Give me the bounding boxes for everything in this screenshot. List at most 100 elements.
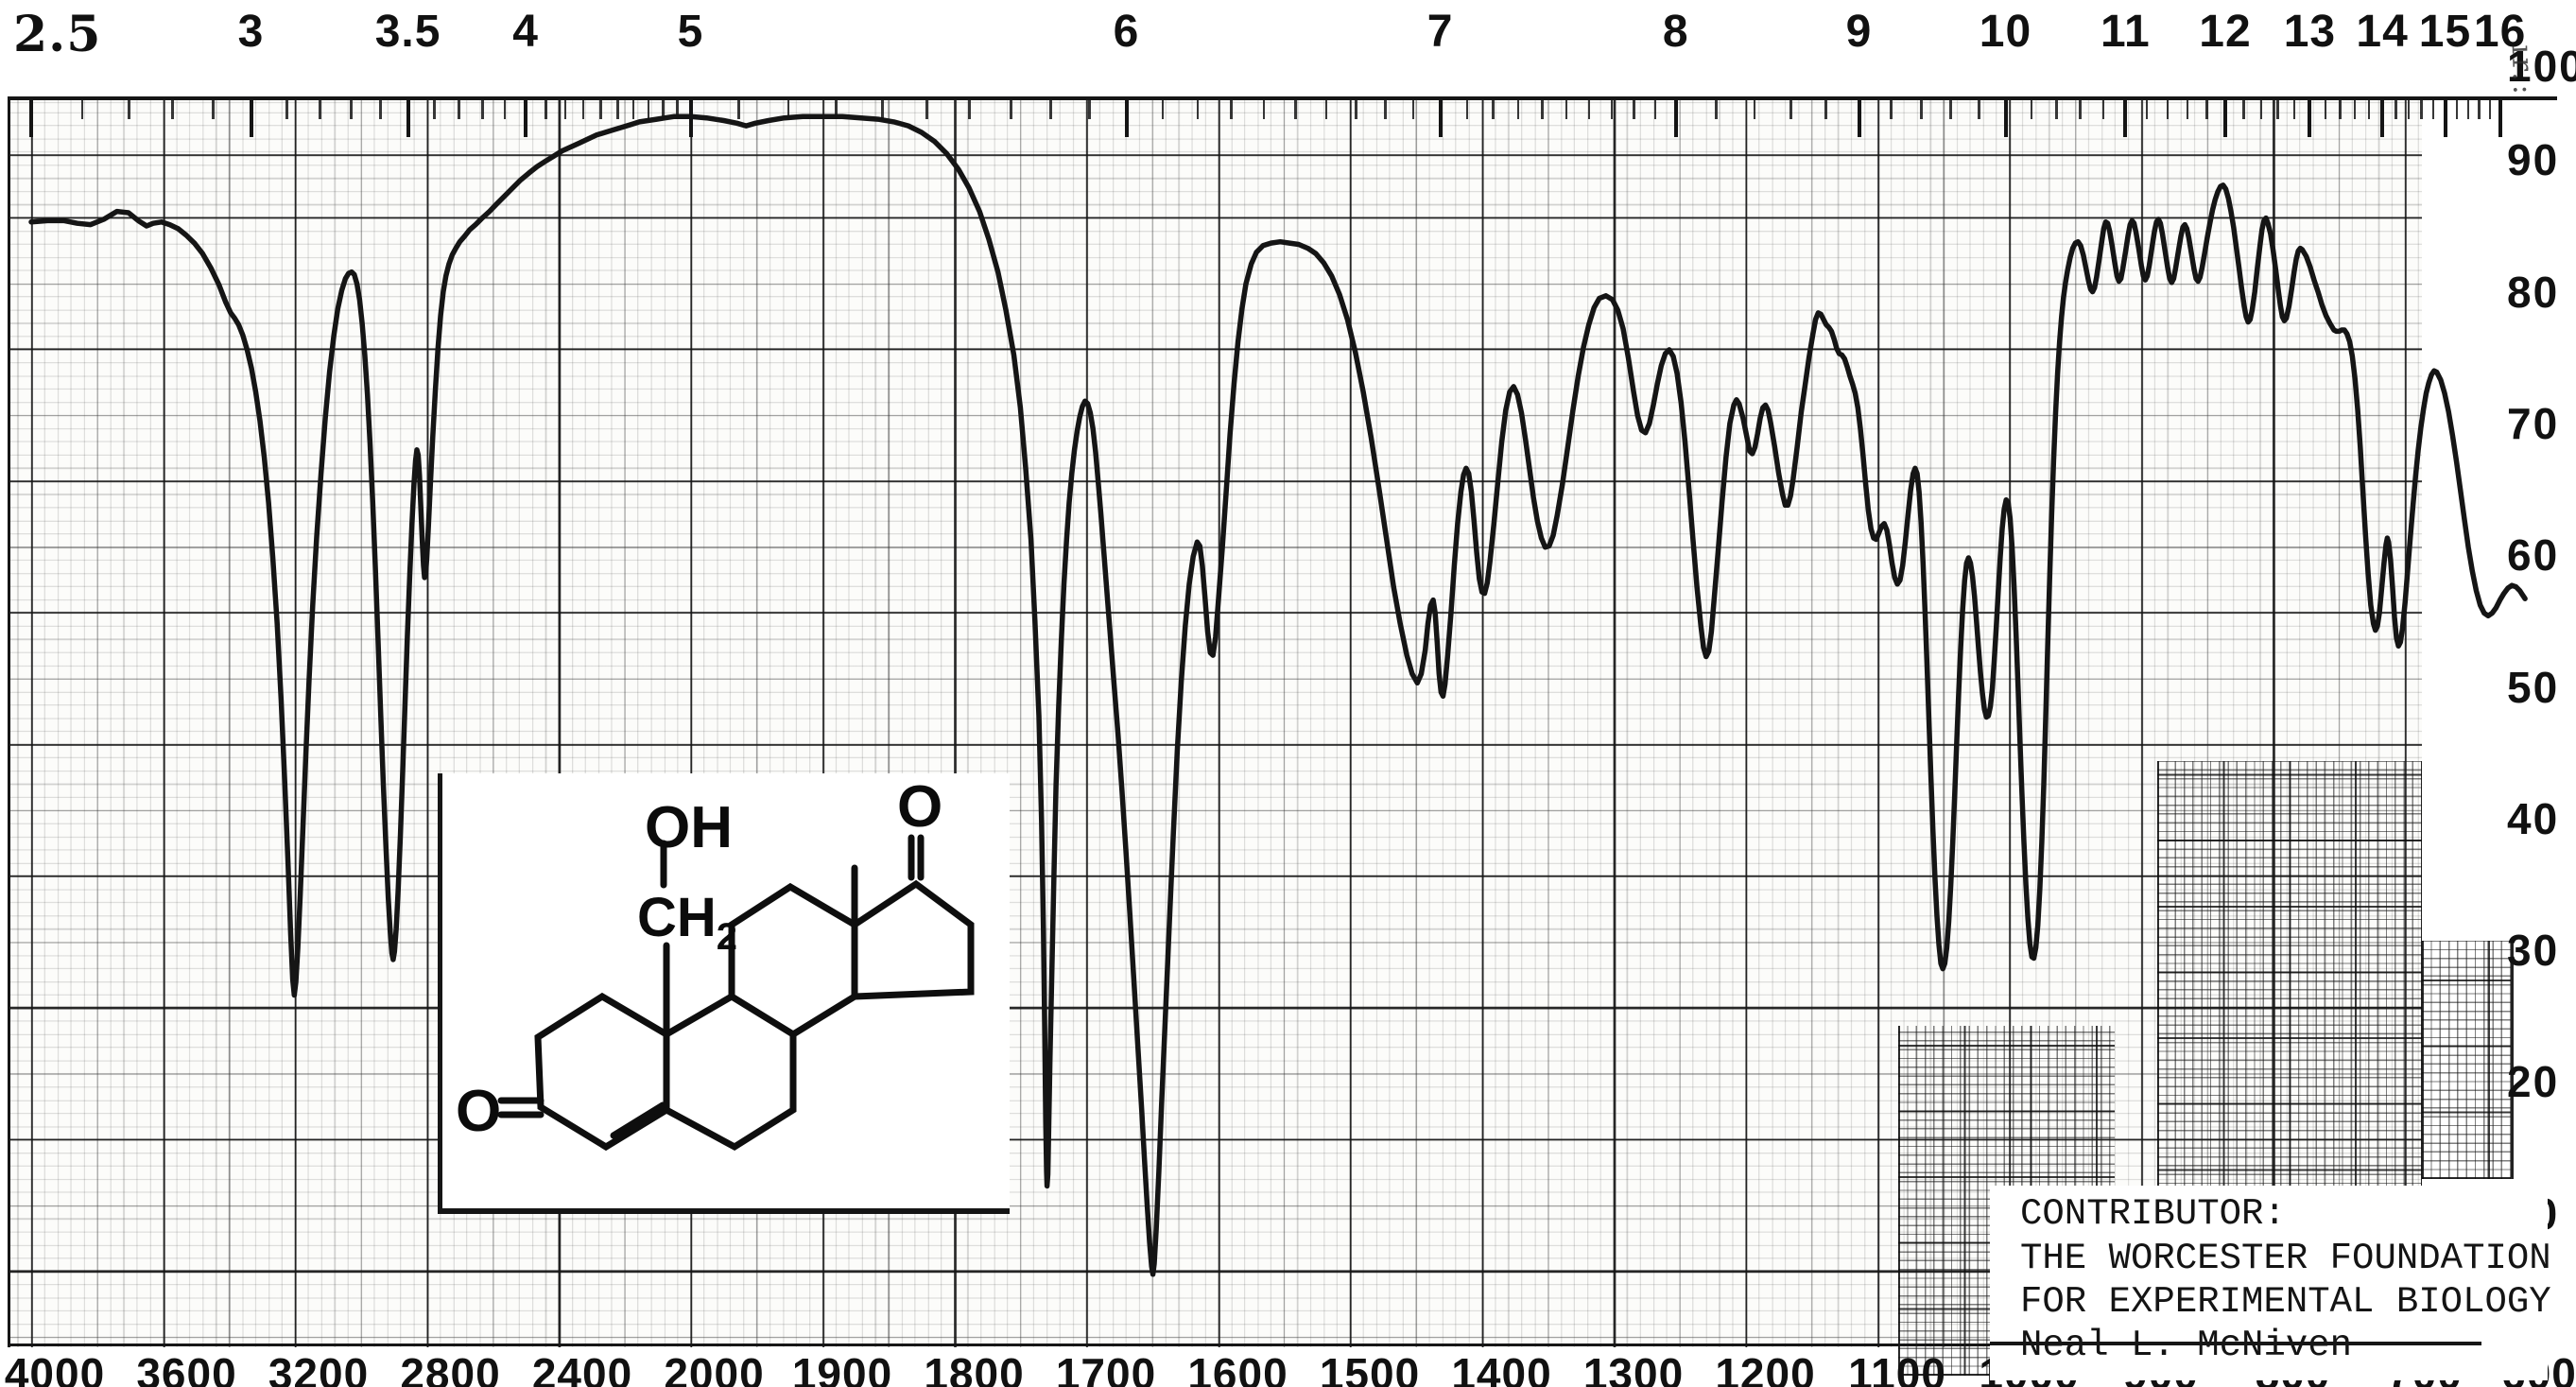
micron-minor-tick xyxy=(2339,99,2342,119)
bottom-axis-label: 1600 xyxy=(1187,1349,1288,1387)
micron-major-tick xyxy=(2308,99,2312,137)
micron-minor-tick xyxy=(1010,99,1012,119)
bottom-axis-label: 4000 xyxy=(4,1349,106,1387)
micron-minor-tick xyxy=(1789,99,1792,119)
micron-minor-tick xyxy=(2353,99,2357,119)
micron-minor-tick xyxy=(787,99,790,119)
micron-minor-tick xyxy=(80,99,84,119)
micron-major-tick xyxy=(2123,99,2128,137)
micron-minor-tick xyxy=(2455,99,2459,119)
micron-minor-tick xyxy=(2101,99,2105,119)
zero-percent-line xyxy=(1990,1342,2481,1345)
micron-minor-tick xyxy=(2466,99,2470,119)
micron-minor-tick xyxy=(2079,99,2082,119)
micron-minor-tick xyxy=(1196,99,1199,119)
micron-minor-tick xyxy=(1824,99,1827,119)
bottom-axis-label: 3600 xyxy=(136,1349,237,1387)
micron-minor-tick xyxy=(1355,99,1357,119)
micron-minor-tick xyxy=(1411,99,1415,119)
micron-minor-tick xyxy=(835,99,838,119)
c17-oxygen-label: O xyxy=(897,774,942,840)
micron-minor-tick xyxy=(647,99,650,119)
contributor-org-line2: FOR EXPERIMENTAL BIOLOGY xyxy=(2020,1281,2551,1323)
micron-minor-tick xyxy=(1920,99,1923,119)
micron-major-tick xyxy=(1438,99,1443,137)
a-ring-bonds xyxy=(534,992,670,1152)
micron-minor-tick xyxy=(1324,99,1328,119)
hydroxyl-label: OH xyxy=(645,795,733,860)
bottom-axis-label: 2800 xyxy=(400,1349,501,1387)
micron-minor-tick xyxy=(1541,99,1544,119)
micron-minor-tick xyxy=(2478,99,2481,119)
micron-major-tick xyxy=(524,99,528,137)
micron-minor-tick xyxy=(1715,99,1718,119)
micron-minor-tick xyxy=(1049,99,1052,119)
micron-minor-tick xyxy=(968,99,971,119)
micron-minor-tick xyxy=(925,99,928,119)
micron-minor-tick xyxy=(1161,99,1165,119)
top-axis-label: 14 xyxy=(2356,7,2409,57)
c-ring-bonds xyxy=(728,882,858,1038)
bottom-axis-label: 1700 xyxy=(1055,1349,1157,1387)
micron-minor-tick xyxy=(2488,99,2492,119)
bottom-axis-label: 1900 xyxy=(791,1349,893,1387)
micron-minor-tick xyxy=(581,99,585,119)
micron-minor-tick xyxy=(2205,99,2208,119)
top-axis-label: 12 xyxy=(2199,7,2252,57)
micron-minor-tick xyxy=(1633,99,1635,119)
top-axis-label: 7 xyxy=(1426,7,1454,57)
micron-minor-tick xyxy=(1465,99,1469,119)
micron-major-tick xyxy=(1857,99,1861,137)
micron-minor-tick xyxy=(881,99,884,119)
micron-major-tick xyxy=(2498,99,2502,137)
top-axis-label: 10 xyxy=(1979,7,2032,57)
micron-minor-tick xyxy=(2394,99,2397,119)
right-axis-label: 90 xyxy=(2507,135,2560,185)
micron-minor-tick xyxy=(2407,99,2411,119)
micron-minor-tick xyxy=(2030,99,2033,119)
micron-minor-tick xyxy=(2420,99,2423,119)
top-axis-label: 3.5 xyxy=(374,7,441,57)
c17-ketone-double-bond xyxy=(908,834,925,881)
micron-minor-tick xyxy=(1890,99,1893,119)
micron-minor-tick xyxy=(563,99,567,119)
micron-minor-tick xyxy=(676,99,679,119)
micron-major-tick xyxy=(406,99,410,137)
left-border-line xyxy=(8,96,10,1347)
top-axis-label: 11 xyxy=(2100,7,2151,57)
bottom-axis-label: 2400 xyxy=(531,1349,633,1387)
micron-minor-tick xyxy=(1384,99,1387,119)
micron-minor-tick xyxy=(1262,99,1266,119)
micron-minor-tick xyxy=(2186,99,2189,119)
right-axis-label: 20 xyxy=(2507,1057,2560,1107)
micron-minor-tick xyxy=(1565,99,1567,119)
bottom-axis-label: 1800 xyxy=(924,1349,1025,1387)
ir-transmittance-trace xyxy=(28,113,2528,1277)
right-axis-label: 50 xyxy=(2507,662,2560,712)
micron-minor-tick xyxy=(503,99,507,119)
crosshatch-patch-right xyxy=(2157,761,2422,1237)
handwritten-mark: ır.: xyxy=(2504,43,2540,99)
top-axis-label: 2.5 xyxy=(13,6,102,63)
micron-major-tick xyxy=(249,99,253,137)
right-axis-label: 30 xyxy=(2507,926,2560,976)
micron-minor-tick xyxy=(285,99,288,119)
right-axis-label: 60 xyxy=(2507,530,2560,581)
micron-minor-tick xyxy=(433,99,436,119)
micron-major-tick xyxy=(1124,99,1129,137)
micron-major-tick xyxy=(688,99,693,137)
micron-minor-tick xyxy=(2055,99,2058,119)
micron-minor-tick xyxy=(2367,99,2371,119)
micron-minor-tick xyxy=(2324,99,2327,119)
right-axis-label: 40 xyxy=(2507,793,2560,843)
micron-minor-tick xyxy=(2242,99,2245,119)
micron-minor-tick xyxy=(1653,99,1657,119)
micron-minor-tick xyxy=(171,99,174,119)
micron-minor-tick xyxy=(1753,99,1756,119)
micron-minor-tick xyxy=(379,99,382,119)
micron-major-tick xyxy=(2223,99,2227,137)
top-axis-label: 16 xyxy=(2473,7,2527,57)
bottom-axis-label: 1400 xyxy=(1451,1349,1552,1387)
